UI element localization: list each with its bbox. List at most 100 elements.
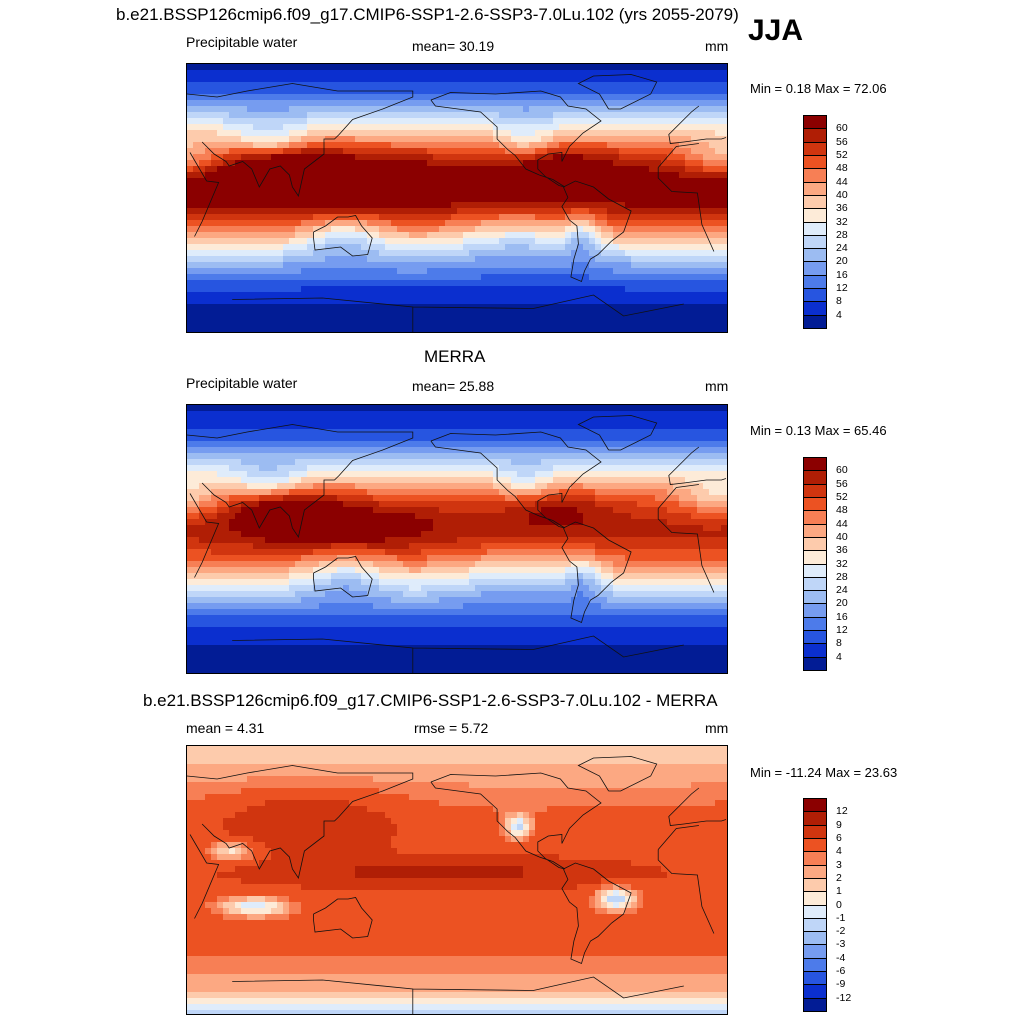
field-cell	[661, 82, 668, 89]
field-cell	[211, 76, 218, 83]
field-cell	[601, 64, 608, 71]
field-cell	[379, 250, 386, 257]
field-cell	[697, 286, 704, 293]
field-cell	[505, 142, 512, 149]
field-cell	[307, 142, 314, 149]
field-cell	[271, 142, 278, 149]
field-cell	[529, 256, 536, 263]
field-cell	[535, 268, 542, 275]
field-cell	[307, 190, 314, 197]
field-cell	[721, 220, 727, 227]
field-cell	[493, 304, 500, 311]
field-cell	[541, 196, 548, 203]
field-cell	[235, 232, 242, 239]
field-cell	[439, 447, 446, 454]
field-cell	[427, 142, 434, 149]
field-cell	[457, 256, 464, 263]
field-cell	[259, 202, 266, 209]
field-cell	[553, 417, 560, 424]
field-cell	[709, 208, 716, 215]
field-cell	[709, 196, 716, 203]
field-cell	[199, 94, 206, 101]
field-cell	[361, 423, 368, 430]
field-cell	[445, 244, 452, 251]
field-cell	[373, 423, 380, 430]
field-cell	[331, 118, 338, 125]
field-cell	[247, 190, 254, 197]
field-cell	[709, 148, 716, 155]
field-cell	[433, 274, 440, 281]
field-cell	[349, 202, 356, 209]
field-cell	[451, 64, 458, 71]
field-cell	[313, 160, 320, 167]
field-cell	[445, 166, 452, 173]
field-cell	[271, 64, 278, 71]
field-cell	[613, 429, 620, 436]
field-cell	[613, 411, 620, 418]
field-cell	[259, 112, 266, 119]
field-cell	[655, 160, 662, 167]
field-cell	[619, 130, 626, 137]
field-cell	[187, 298, 194, 305]
field-cell	[445, 112, 452, 119]
field-cell	[511, 82, 518, 89]
field-cell	[565, 298, 572, 305]
field-cell	[451, 328, 458, 332]
field-cell	[331, 166, 338, 173]
field-cell	[613, 417, 620, 424]
field-cell	[277, 136, 284, 143]
field-cell	[331, 274, 338, 281]
field-cell	[457, 178, 464, 185]
field-cell	[187, 130, 194, 137]
field-cell	[571, 106, 578, 113]
field-cell	[349, 304, 356, 311]
field-cell	[199, 226, 206, 233]
field-cell	[409, 76, 416, 83]
field-cell	[409, 286, 416, 293]
field-cell	[373, 124, 380, 131]
field-cell	[433, 298, 440, 305]
field-cell	[271, 196, 278, 203]
field-cell	[463, 226, 470, 233]
field-cell	[553, 435, 560, 442]
field-cell	[493, 106, 500, 113]
field-cell	[481, 328, 488, 332]
field-cell	[541, 274, 548, 281]
field-cell	[373, 292, 380, 299]
field-cell	[283, 196, 290, 203]
field-cell	[715, 286, 722, 293]
field-cell	[241, 405, 248, 412]
field-cell	[331, 196, 338, 203]
field-cell	[343, 244, 350, 251]
field-cell	[613, 262, 620, 269]
field-cell	[295, 274, 302, 281]
field-cell	[331, 142, 338, 149]
field-cell	[649, 190, 656, 197]
field-cell	[355, 459, 362, 466]
field-cell	[271, 226, 278, 233]
field-cell	[337, 112, 344, 119]
field-cell	[337, 262, 344, 269]
field-cell	[523, 447, 530, 454]
field-cell	[661, 214, 668, 221]
field-cell	[277, 154, 284, 161]
field-cell	[679, 322, 686, 329]
field-cell	[355, 220, 362, 227]
field-cell	[367, 100, 374, 107]
field-cell	[547, 220, 554, 227]
field-cell	[697, 405, 704, 412]
field-cell	[661, 411, 668, 418]
field-cell	[187, 64, 194, 71]
field-cell	[247, 274, 254, 281]
field-cell	[667, 202, 674, 209]
field-cell	[349, 328, 356, 332]
field-cell	[673, 178, 680, 185]
field-cell	[457, 328, 464, 332]
field-cell	[403, 250, 410, 257]
field-cell	[643, 100, 650, 107]
field-cell	[343, 172, 350, 179]
field-cell	[691, 148, 698, 155]
field-cell	[697, 262, 704, 269]
field-cell	[565, 136, 572, 143]
field-cell	[379, 286, 386, 293]
